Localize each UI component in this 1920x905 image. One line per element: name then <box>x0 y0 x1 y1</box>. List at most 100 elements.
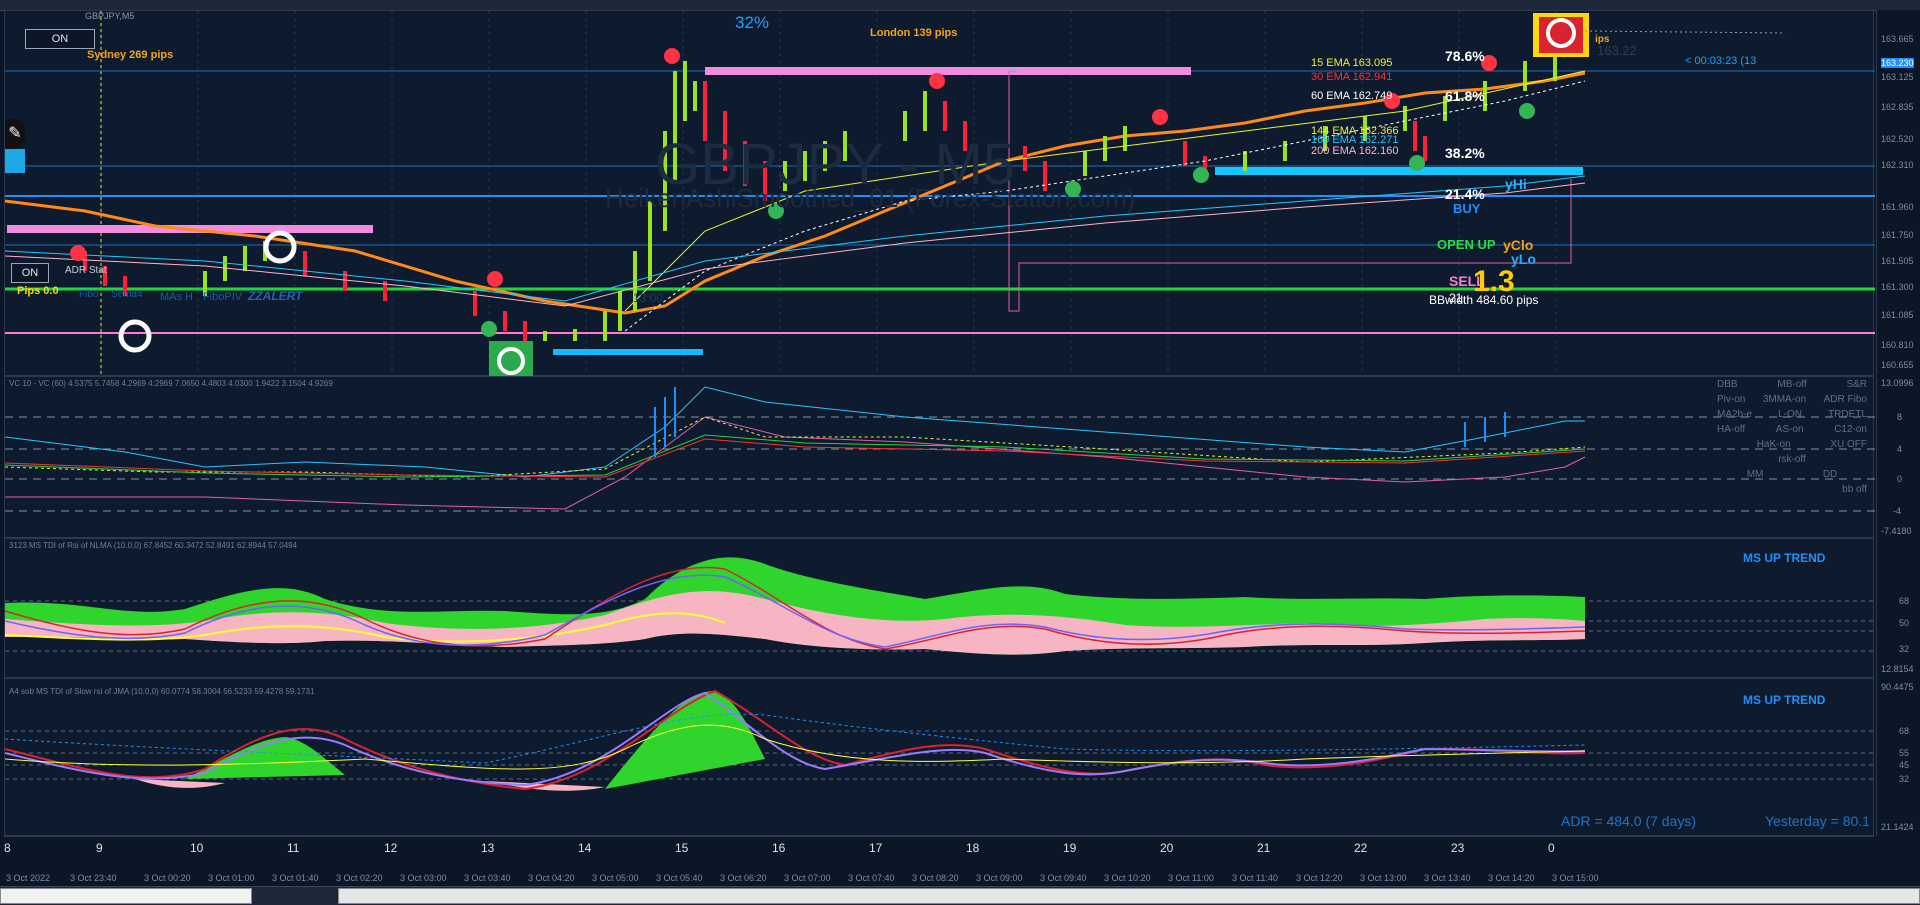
time-axis[interactable]: 8 9 10 11 12 13 14 15 16 17 18 19 20 21 … <box>4 836 1874 887</box>
date-tick: 3 Oct 00:20 <box>144 873 191 883</box>
symbol-label: GBPJPY,M5 <box>85 11 135 21</box>
bottom-tab-bar <box>0 886 1920 905</box>
menu-c12-on[interactable]: C12-on <box>1834 424 1867 435</box>
pen-tool-icon[interactable]: ✎ <box>5 119 25 149</box>
ema-30-label: 30 EMA 162.941 <box>1311 71 1393 83</box>
sydney-session-label: Sydney 269 pips <box>87 49 174 61</box>
date-tick: 3 Oct 05:00 <box>592 873 639 883</box>
date-tick: 3 Oct 23:40 <box>70 873 117 883</box>
date-tick: 3 Oct 08:20 <box>912 873 959 883</box>
menu-trdetl[interactable]: TRDETL <box>1828 409 1867 420</box>
tdi2-scale-tick: 68 <box>1899 726 1910 736</box>
date-tick: 3 Oct 05:40 <box>656 873 703 883</box>
hour-tick: 21 <box>1257 841 1271 855</box>
date-tick: 3 Oct 09:00 <box>976 873 1023 883</box>
menu-mm[interactable]: MM <box>1746 469 1764 480</box>
menu-dbb[interactable]: DBB <box>1717 379 1738 390</box>
yhi-label: yHi <box>1505 176 1527 192</box>
tdi-scale-tick: 12.8154 <box>1881 664 1914 674</box>
menu-ma2b[interactable]: MA2b-e <box>1717 409 1753 420</box>
ema-60-label: 60 EMA 162.749 <box>1311 90 1393 102</box>
fibo-toolbar-sema4[interactable]: Sema4 <box>111 289 143 300</box>
price-scale-tick: 162.835 <box>1881 102 1914 112</box>
vc-scale-tick: 4 <box>1897 444 1903 454</box>
fib-78-label: 78.6% <box>1445 48 1485 64</box>
date-tick: 3 Oct 03:40 <box>464 873 511 883</box>
menu-xu-off[interactable]: XU OFF <box>1830 439 1867 450</box>
vc-scale: 13.0996 8 4 0 -4 -7.4180 <box>1876 376 1920 538</box>
menu-as-on[interactable]: AS-on <box>1775 424 1804 435</box>
date-tick: 3 Oct 04:20 <box>528 873 575 883</box>
fibo-toolbar-fibopiv[interactable]: FiboPIV <box>203 291 243 303</box>
on-button-secondary[interactable]: ON <box>11 263 49 283</box>
date-tick: 3 Oct 11:00 <box>1168 873 1214 883</box>
tdi-nlma-drawing <box>5 557 1875 655</box>
menu-3mma-on[interactable]: 3MMA-on <box>1762 394 1807 405</box>
ratio-value-label: 21. <box>1449 291 1466 305</box>
tdi-scale-tick: 68 <box>1899 596 1910 606</box>
tdi-jma-pane[interactable]: A4 sob MS TDI of Slow rsi of JMA (10.0,0… <box>4 678 1875 836</box>
hour-tick: 8 <box>4 841 11 855</box>
tdi2-scale-tick: 21.1424 <box>1881 822 1914 832</box>
menu-adr-fibo[interactable]: ADR Fibo <box>1823 394 1867 405</box>
date-tick: 3 Oct 12:20 <box>1296 873 1343 883</box>
date-tick: 3 Oct 09:40 <box>1040 873 1087 883</box>
hour-tick: 14 <box>578 841 592 855</box>
hour-tick: 22 <box>1354 841 1368 855</box>
vc-scale-tick: 13.0996 <box>1881 378 1914 388</box>
chart-tool-icon[interactable] <box>5 149 25 173</box>
fib-21-label: 21.4% <box>1445 186 1485 202</box>
tdi-jma-trend-label: MS UP TREND <box>1743 693 1826 707</box>
menu-hak-on[interactable]: HaK-on <box>1756 439 1791 450</box>
menu-piv-on[interactable]: Piv-on <box>1717 394 1746 405</box>
menu-dd[interactable]: DD <box>1822 469 1838 480</box>
menu-sr[interactable]: S&R <box>1846 379 1867 390</box>
tdi2-scale-tick: 32 <box>1899 774 1910 784</box>
tdi2-scale-tick: 90.4475 <box>1881 682 1914 692</box>
hour-tick: 20 <box>1160 841 1174 855</box>
price-scale-tick: 163.665 <box>1881 34 1914 44</box>
ylow-label: yLo <box>1511 251 1536 267</box>
date-tick: 3 Oct 02:20 <box>336 873 383 883</box>
vc-indicator-pane[interactable]: VC 10 - VC (60) 4.5375 5.7458 4.2969 4.2… <box>4 376 1875 538</box>
chart-tab-strip[interactable] <box>338 888 1920 904</box>
fibo-toolbar-zzalert[interactable]: ZZALERT <box>248 289 303 303</box>
price-scale-tick: 160.655 <box>1881 360 1914 370</box>
hour-tick: 23 <box>1451 841 1465 855</box>
tdi-scale-tick: 50 <box>1899 618 1910 628</box>
hour-tick: 15 <box>675 841 689 855</box>
fibo-toolbar-fibo[interactable]: Fibo <box>79 289 99 300</box>
tdi-nlma-scale: 68 50 32 12.8154 <box>1876 538 1920 678</box>
hour-tick: 19 <box>1063 841 1077 855</box>
menu-rsk-off[interactable]: rsk-off <box>1778 454 1806 465</box>
date-tick: 3 Oct 07:40 <box>848 873 895 883</box>
main-price-pane[interactable]: ON ON ✎ GBPJPY,M5 GBPJPY - M5 HeikenAshi… <box>4 10 1875 377</box>
on-button[interactable]: ON <box>25 29 95 49</box>
ema-15-label: 15 EMA 163.095 <box>1311 57 1393 69</box>
price-scale-tick: 161.750 <box>1881 230 1914 240</box>
price-scale[interactable]: 163.665 163.230 163.125 162.835 162.520 … <box>1876 10 1920 376</box>
vc-drawing <box>5 386 1875 512</box>
menu-l-on[interactable]: L-ON <box>1778 409 1802 420</box>
date-tick: 3 Oct 15:00 <box>1552 873 1599 883</box>
fibo-toolbar-mas-h[interactable]: MAs H <box>160 291 193 303</box>
menu-mb-off[interactable]: MB-off <box>1777 379 1807 390</box>
tdi-nlma-pane[interactable]: 3123 MS TDI of Rsi of NLMA (10.0,0) 67.8… <box>4 538 1875 678</box>
open-up-label: OPEN UP <box>1437 237 1496 252</box>
big-number-label: 1.3 <box>1473 265 1515 298</box>
tdi-jma-drawing <box>5 689 1875 791</box>
date-tick: 3 Oct 07:00 <box>784 873 831 883</box>
menu-bb-off[interactable]: bb off <box>1842 484 1867 495</box>
tdi-nlma-trend-label: MS UP TREND <box>1743 551 1826 565</box>
price-scale-tick: 161.505 <box>1881 256 1914 266</box>
vc-scale-tick: -4 <box>1893 506 1902 516</box>
menu-ha-off[interactable]: HA-off <box>1717 424 1746 435</box>
chart-tab[interactable] <box>0 888 252 904</box>
date-tick: 3 Oct 14:20 <box>1488 873 1535 883</box>
ema-144-label: 144 EMA 162.366 <box>1311 125 1399 137</box>
date-tick: 3 Oct 11:40 <box>1232 873 1278 883</box>
vc-scale-tick: 0 <box>1897 474 1903 484</box>
vc-button-menu: DBB MB-off S&R Piv-on 3MMA-on ADR Fibo MA2b-… <box>1717 379 1867 495</box>
tdi-nlma-header: 3123 MS TDI of Rsi of NLMA (10.0,0) 67.8… <box>9 541 298 550</box>
price-scale-current: 163.230 <box>1881 58 1914 68</box>
